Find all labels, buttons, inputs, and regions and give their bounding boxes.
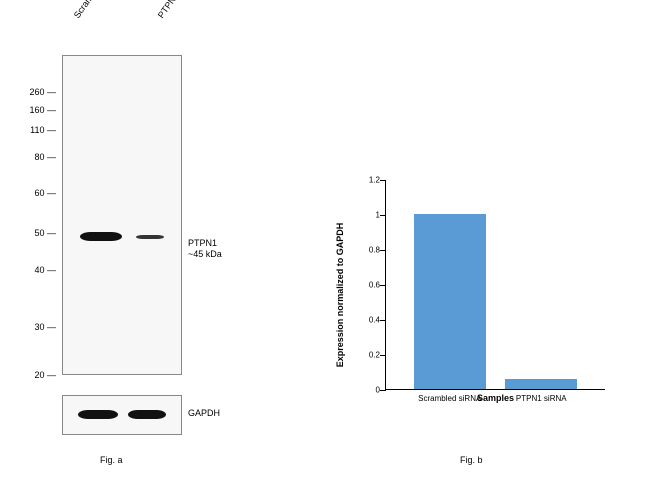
mw-marker: 30	[28, 322, 56, 332]
target-kda: ~45 kDa	[188, 249, 222, 260]
mw-marker: 20	[28, 370, 56, 380]
y-tick-label: 1	[360, 211, 380, 220]
bar	[414, 214, 486, 389]
y-tick	[380, 320, 386, 321]
protein-band	[80, 232, 122, 241]
y-tick	[380, 180, 386, 181]
bar-group: Scrambled siRNA PTPN1 siRNA	[386, 180, 605, 389]
protein-band	[78, 410, 118, 419]
y-tick	[380, 285, 386, 286]
lane-label-1: Scrambled siRNA	[72, 0, 115, 20]
figure-container: Scrambled siRNA PTPN1 siRNA 260 160 110 80 6…	[0, 0, 650, 504]
target-name: PTPN1	[188, 238, 222, 249]
western-blot-panel: Scrambled siRNA PTPN1 siRNA 260 160 110 80 6…	[0, 0, 300, 504]
gapdh-blot-membrane	[62, 395, 182, 435]
main-blot-membrane	[62, 55, 182, 375]
mw-marker: 60	[28, 188, 56, 198]
gapdh-band-row	[63, 410, 181, 419]
mw-marker: 40	[28, 265, 56, 275]
bar-chart-panel: Expression normalized to GAPDH Scrambled…	[300, 0, 650, 504]
y-tick-label: 0	[360, 386, 380, 395]
loading-control-label: GAPDH	[188, 408, 220, 419]
bar-chart: Expression normalized to GAPDH Scrambled…	[350, 170, 620, 420]
mw-marker: 110	[28, 125, 56, 135]
y-tick-label: 0.6	[360, 281, 380, 290]
gapdh-name: GAPDH	[188, 408, 220, 418]
mw-marker: 260	[28, 87, 56, 97]
protein-band	[128, 410, 166, 419]
y-tick	[380, 250, 386, 251]
bar	[505, 379, 577, 390]
y-tick-label: 0.4	[360, 316, 380, 325]
mw-marker: 160	[28, 105, 56, 115]
bar-wrapper: Scrambled siRNA	[414, 214, 486, 389]
panel-b-caption: Fig. b	[460, 455, 483, 465]
y-tick	[380, 390, 386, 391]
chart-axes: Scrambled siRNAPTPN1 siRNA Samples 00.20…	[385, 180, 605, 390]
protein-band	[136, 235, 164, 239]
lane-label-2: PTPN1 siRNA	[156, 0, 199, 20]
y-tick	[380, 215, 386, 216]
lane-labels: Scrambled siRNA PTPN1 siRNA	[80, 10, 224, 20]
y-tick	[380, 355, 386, 356]
y-tick-label: 1.2	[360, 176, 380, 185]
y-axis-title: Expression normalized to GAPDH	[335, 223, 345, 368]
bar-wrapper: PTPN1 siRNA	[505, 379, 577, 390]
mw-marker: 50	[28, 228, 56, 238]
y-tick-label: 0.2	[360, 351, 380, 360]
panel-a-caption: Fig. a	[100, 455, 123, 465]
target-protein-label: PTPN1 ~45 kDa	[188, 238, 222, 260]
mw-marker: 80	[28, 152, 56, 162]
y-tick-label: 0.8	[360, 246, 380, 255]
ptpn1-band-row	[63, 232, 181, 241]
x-axis-title: Samples	[477, 393, 514, 403]
